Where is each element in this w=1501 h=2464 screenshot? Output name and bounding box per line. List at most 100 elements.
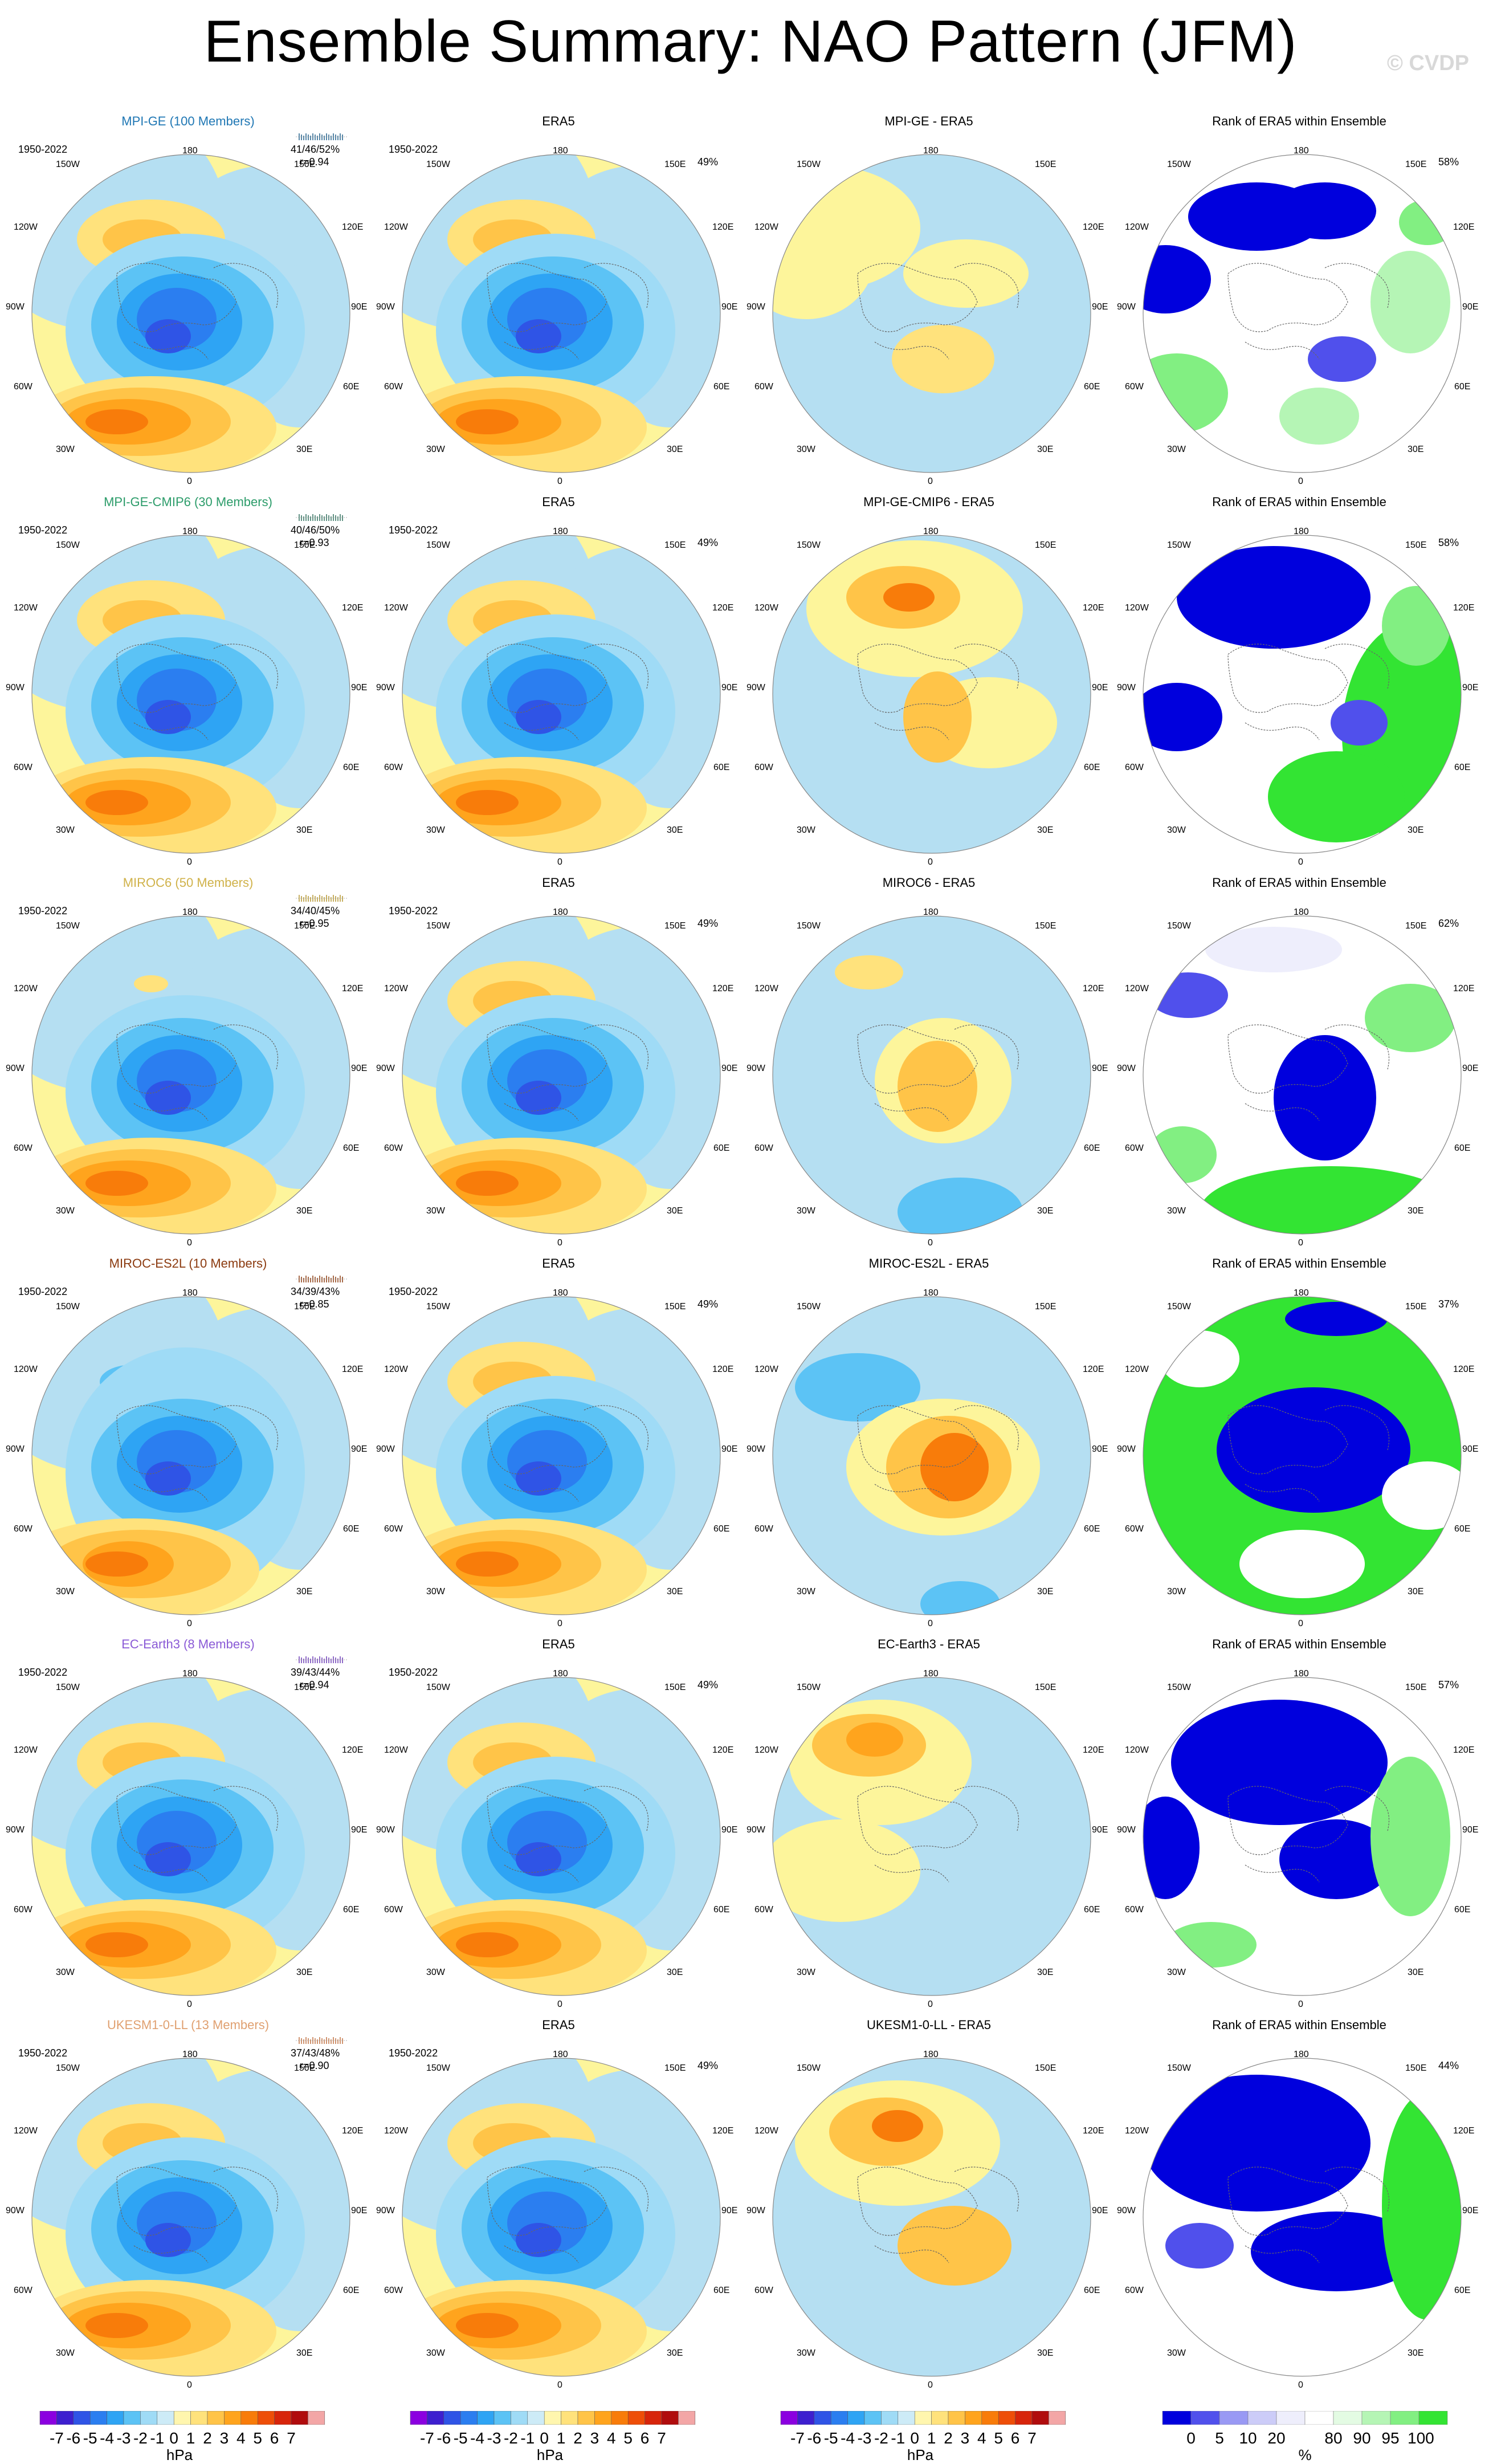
colorbar-swatch (1304, 2411, 1334, 2425)
panel-rank-5: Rank of ERA5 within Ensemble 44% 180 0 90W 90… (1117, 2018, 1482, 2400)
lon-label-ml2: 60W (754, 1905, 773, 1915)
lon-label-ll: 30W (1167, 1206, 1186, 1216)
lon-label-mr1: 120E (1453, 603, 1475, 613)
colorbar-swatch (1190, 2411, 1220, 2425)
lon-label-ur: 150E (1035, 921, 1057, 931)
lon-label-left: 90W (1117, 1444, 1136, 1454)
lon-label-mr1: 120E (342, 2126, 364, 2136)
lon-label-ml2: 60W (14, 763, 32, 772)
lon-label-mr2: 60E (713, 1524, 730, 1534)
panel-title: MIROC-ES2L - ERA5 (868, 1256, 989, 1270)
map-border (772, 915, 1091, 1235)
lon-label-ur: 150E (1405, 1302, 1427, 1312)
map-border (31, 1677, 350, 1996)
lon-label-bottom: 0 (928, 1238, 933, 1248)
rank-pct: 58% (1438, 156, 1459, 168)
lon-label-bottom: 0 (1298, 1238, 1303, 1248)
field-shade (456, 1932, 519, 1957)
lon-label-ml2: 60W (1125, 2286, 1144, 2295)
field-shade (1371, 251, 1450, 353)
colorbar-swatch (661, 2411, 679, 2425)
lon-label-ur: 150E (294, 1683, 316, 1692)
lon-label-top: 180 (553, 1669, 568, 1679)
lon-label-left: 90W (376, 1444, 395, 1454)
lon-label-bottom: 0 (1298, 857, 1303, 867)
lon-label-top: 180 (553, 1288, 568, 1298)
field-shade (85, 1551, 148, 1577)
colorbar-swatch (814, 2411, 831, 2425)
field-shade (516, 1842, 561, 1876)
lon-label-mr2: 60E (343, 1524, 360, 1534)
lon-label-bottom: 0 (187, 1999, 192, 2009)
lon-label-lr: 30E (296, 2348, 313, 2358)
anom-colorbar-swatches (410, 2411, 696, 2425)
field-shade (1239, 1530, 1365, 1598)
colorbar-unit: hPa (907, 2446, 934, 2463)
coastline (857, 1786, 1019, 1883)
map-border (402, 535, 721, 854)
field-shade (142, 979, 160, 988)
panel-title: MIROC6 - ERA5 (882, 875, 976, 890)
lon-label-ml2: 60W (384, 382, 403, 392)
lon-label-mr1: 120E (712, 1745, 734, 1755)
colorbar-tick: 0 (910, 2429, 919, 2447)
lon-label-mr2: 60E (713, 1905, 730, 1915)
field-shade (85, 409, 148, 434)
colorbar-swatch (56, 2411, 74, 2425)
field-shade (1251, 2212, 1422, 2291)
lon-label-ur: 150E (664, 1302, 686, 1312)
field-shade (1279, 388, 1359, 445)
lon-label-mr2: 60E (343, 1143, 360, 1153)
panel-rank-0: Rank of ERA5 within Ensemble 58% 180 0 90W 90… (1117, 114, 1482, 496)
map-border (1143, 2058, 1462, 2377)
lon-label-lr: 30E (1408, 825, 1424, 835)
lon-label-ul: 150W (426, 160, 450, 169)
lon-label-ur: 150E (294, 160, 316, 169)
coastline (857, 1405, 1019, 1502)
lon-label-ul: 150W (56, 921, 80, 931)
colorbar-tick: 2 (203, 2429, 212, 2447)
colorbar-tick: -7 (49, 2429, 64, 2447)
lon-label-ul: 150W (1167, 160, 1191, 169)
colorbar-swatch (123, 2411, 141, 2425)
panel-era5-3: ERA5 1950-2022 49% 180 0 90W 90E 150W 150E 120W 12… (376, 1256, 741, 1638)
lon-label-ml2: 60W (754, 1143, 773, 1153)
lon-label-left: 90W (6, 1064, 25, 1073)
lon-label-ul: 150W (426, 1683, 450, 1692)
coastline (116, 1405, 279, 1502)
lon-label-ur: 150E (664, 921, 686, 931)
lon-label-ll: 30W (56, 2348, 75, 2358)
lon-label-left: 90W (1117, 683, 1136, 693)
field-shade (516, 319, 561, 353)
panel-era5-4: ERA5 1950-2022 49% 180 0 90W 90E 150W 150E 120W 12… (376, 1637, 741, 2019)
panel-title: MPI-GE (100 Members) (121, 114, 255, 128)
period-label: 1950-2022 (389, 144, 438, 155)
lon-label-bottom: 0 (1298, 1619, 1303, 1628)
colorbar-tick: 4 (977, 2429, 986, 2447)
lon-label-lr: 30E (667, 1968, 683, 1977)
lon-label-mr1: 120E (1453, 2126, 1475, 2136)
lon-label-lr: 30E (1408, 445, 1424, 454)
polar-map (31, 154, 350, 473)
panel-title: UKESM1-0-LL - ERA5 (866, 2018, 992, 2032)
lon-label-mr1: 120E (342, 1365, 364, 1374)
lon-label-left: 90W (747, 1825, 765, 1835)
colorbar-tick: 6 (640, 2429, 650, 2447)
lon-label-ll: 30W (1167, 445, 1186, 454)
colorbar-tick: -5 (83, 2429, 97, 2447)
panel-era5-1: ERA5 1950-2022 49% 180 0 90W 90E 150W 150E 120W 12… (376, 495, 741, 877)
lon-label-ur: 150E (1405, 160, 1427, 169)
lon-label-right: 90E (1092, 302, 1108, 312)
map-border (772, 1296, 1091, 1615)
colorbar-swatch (527, 2411, 545, 2425)
period-label: 1950-2022 (389, 2047, 438, 2059)
polar-map (402, 915, 721, 1235)
lon-label-mr1: 120E (1083, 984, 1104, 993)
lon-label-mr1: 120E (1083, 1365, 1104, 1374)
colorbar-unit: % (1298, 2446, 1312, 2463)
period-label: 1950-2022 (18, 2047, 68, 2059)
field-shade (773, 1819, 920, 1922)
colorbar-swatch (140, 2411, 158, 2425)
colorbar-tick: 2 (944, 2429, 953, 2447)
lon-label-ul: 150W (56, 1683, 80, 1692)
